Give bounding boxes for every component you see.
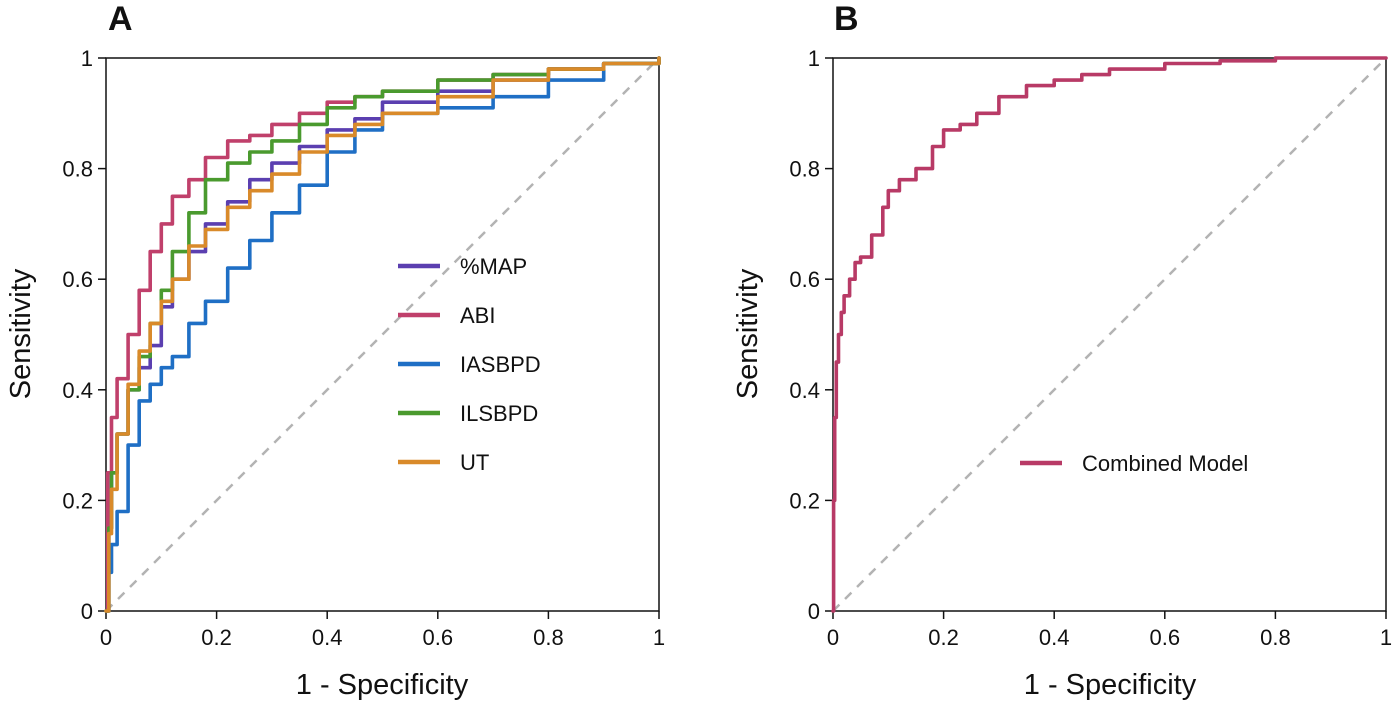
panel-b-x-tick-label: 0.2 — [928, 625, 959, 650]
panel-b-plot-frame — [832, 57, 1387, 612]
panel-a-reference-diagonal — [105, 57, 660, 612]
legend-label-abi: ABI — [460, 303, 495, 328]
panel-b-x-axis-title: 1 - Specificity — [1024, 669, 1197, 701]
panel-a-x-tick-label: 0.6 — [423, 625, 454, 650]
panel-a: A 0 0.2 0.4 0.6 0.8 1 0 0.2 0.4 0.6 0.8 1 %MAP ABI IA… — [5, 0, 665, 701]
panel-a-y-tick-label: 0.2 — [62, 488, 93, 513]
panel-b-y-tick-label: 0.2 — [789, 488, 820, 513]
legend-label-combined-model: Combined Model — [1082, 451, 1248, 476]
panel-b-y-tick-label: 0.6 — [789, 267, 820, 292]
panel-b-curves — [831, 56, 1388, 613]
panel-a-y-tick-label: 0.4 — [62, 378, 93, 403]
panel-a-curve-ut — [104, 56, 661, 613]
panel-a-letter: A — [108, 0, 133, 38]
panel-a-curve-iasbpd — [104, 56, 661, 613]
panel-a-y-tick-label: 1 — [81, 46, 93, 71]
panel-a-legend: %MAP ABI IASBPD ILSBPD UT — [398, 254, 541, 475]
panel-b-curve-combined-model — [831, 56, 1388, 613]
panel-b-ticks: 0 0.2 0.4 0.6 0.8 1 0 0.2 0.4 0.6 0.8 1 — [789, 46, 1392, 650]
panel-a-x-axis-title: 1 - Specificity — [296, 669, 469, 701]
panel-b-y-tick-label: 0 — [808, 599, 820, 624]
panel-b-x-tick-label: 0 — [827, 625, 839, 650]
panel-b-x-tick-label: 0.8 — [1260, 625, 1291, 650]
panel-a-x-tick-label: 1 — [653, 625, 665, 650]
panel-b-x-tick-label: 1 — [1380, 625, 1392, 650]
panel-a-curves — [104, 56, 661, 613]
panel-b-y-tick-label: 0.4 — [789, 378, 820, 403]
panel-a-plot-frame — [105, 57, 660, 612]
legend-label-ut: UT — [460, 450, 489, 475]
panel-b-y-tick-label: 0.8 — [789, 157, 820, 182]
legend-label-map: %MAP — [460, 254, 527, 279]
panel-b: B 0 0.2 0.4 0.6 0.8 1 0 0.2 0.4 0.6 0.8 1 Combined … — [732, 0, 1392, 701]
panel-b-x-tick-label: 0.4 — [1039, 625, 1070, 650]
panel-b-y-tick-label: 1 — [808, 46, 820, 71]
panel-a-x-tick-label: 0.8 — [533, 625, 564, 650]
panel-a-x-tick-label: 0 — [100, 625, 112, 650]
panel-b-x-tick-label: 0.6 — [1150, 625, 1181, 650]
panel-a-y-axis-title: Sensitivity — [5, 268, 37, 399]
panel-a-x-tick-label: 0.4 — [312, 625, 343, 650]
panel-a-y-tick-label: 0.6 — [62, 267, 93, 292]
panel-a-x-tick-label: 0.2 — [201, 625, 232, 650]
panel-a-ticks: 0 0.2 0.4 0.6 0.8 1 0 0.2 0.4 0.6 0.8 1 — [62, 46, 665, 650]
panel-b-legend: Combined Model — [1020, 451, 1248, 476]
panel-b-letter: B — [834, 0, 859, 38]
panel-b-reference-diagonal — [832, 57, 1387, 612]
panel-a-y-tick-label: 0 — [81, 599, 93, 624]
panel-a-y-tick-label: 0.8 — [62, 157, 93, 182]
panel-b-y-axis-title: Sensitivity — [732, 268, 764, 399]
legend-label-ilsbpd: ILSBPD — [460, 401, 538, 426]
legend-label-iasbpd: IASBPD — [460, 352, 541, 377]
